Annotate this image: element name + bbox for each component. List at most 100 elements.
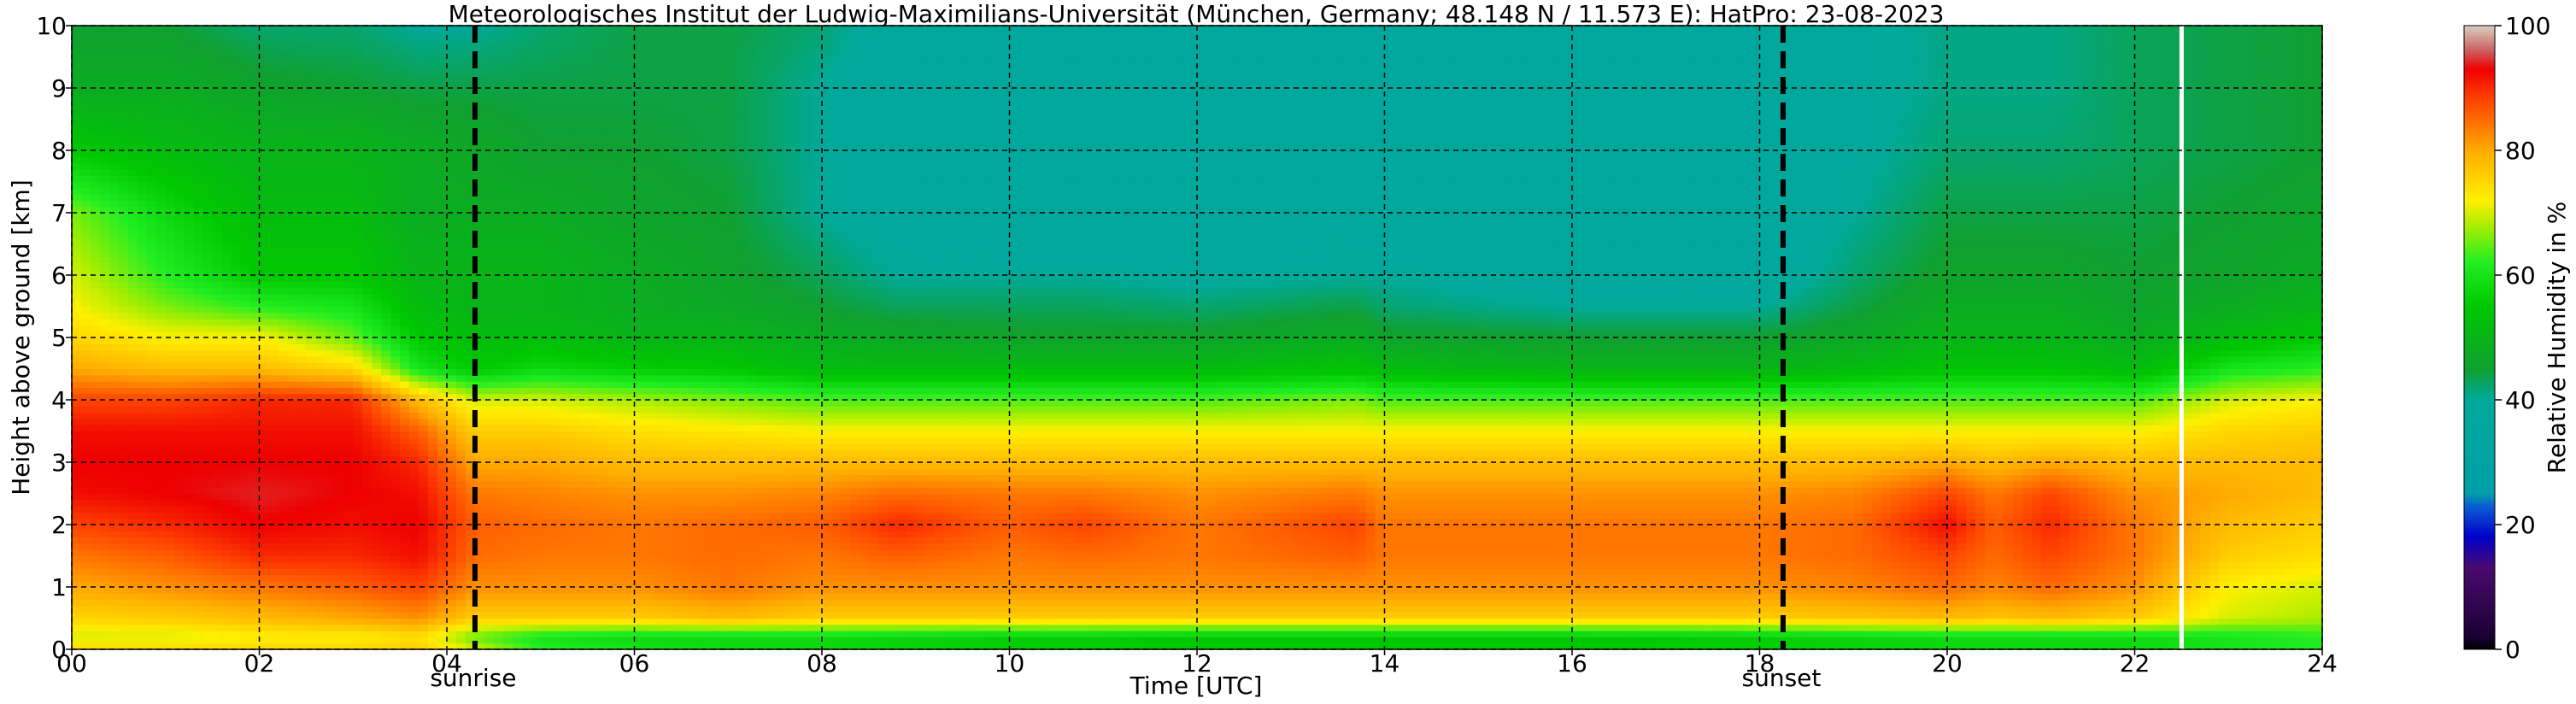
- heatmap-cell: [241, 44, 251, 51]
- heatmap-cell: [175, 419, 185, 425]
- heatmap-cell: [194, 587, 204, 594]
- heatmap-cell: [147, 419, 157, 425]
- heatmap-cell: [419, 506, 429, 513]
- heatmap-cell: [296, 325, 307, 331]
- heatmap-cell: [437, 425, 448, 431]
- heatmap-cell: [81, 525, 91, 531]
- heatmap-cell: [428, 300, 438, 307]
- heatmap-cell: [437, 593, 448, 600]
- heatmap-cell: [81, 406, 91, 413]
- heatmap-cell: [222, 219, 232, 226]
- heatmap-cell: [222, 593, 232, 600]
- heatmap-cell: [250, 350, 261, 357]
- heatmap-cell: [437, 200, 448, 207]
- heatmap-cell: [372, 543, 382, 550]
- heatmap-cell: [268, 531, 279, 537]
- heatmap-cell: [203, 525, 214, 531]
- heatmap-cell: [494, 562, 504, 569]
- heatmap-cell: [81, 487, 91, 494]
- heatmap-cell: [381, 531, 391, 537]
- heatmap-cell: [400, 606, 410, 613]
- heatmap-cell: [156, 369, 167, 376]
- heatmap-cell: [147, 381, 157, 388]
- heatmap-cell: [437, 350, 448, 357]
- heatmap-cell: [428, 281, 438, 288]
- heatmap-cell: [522, 69, 532, 76]
- heatmap-cell: [81, 107, 91, 114]
- heatmap-cell: [203, 419, 214, 425]
- heatmap-cell: [128, 587, 138, 594]
- heatmap-cell: [147, 57, 157, 64]
- heatmap-cell: [91, 75, 101, 82]
- heatmap-cell: [513, 275, 523, 282]
- heatmap-cell: [390, 549, 401, 556]
- heatmap-cell: [109, 549, 120, 556]
- heatmap-cell: [494, 75, 504, 82]
- heatmap-cell: [222, 126, 232, 132]
- heatmap-cell: [128, 619, 138, 625]
- heatmap-cell: [343, 362, 354, 369]
- heatmap-cell: [185, 262, 195, 269]
- heatmap-cell: [241, 437, 251, 444]
- heatmap-cell: [175, 494, 185, 501]
- heatmap-cell: [484, 562, 495, 569]
- heatmap-cell: [522, 132, 532, 138]
- heatmap-cell: [287, 337, 297, 344]
- heatmap-cell: [522, 449, 532, 456]
- heatmap-cell: [91, 375, 101, 382]
- heatmap-cell: [213, 556, 223, 563]
- heatmap-cell: [428, 619, 438, 625]
- heatmap-cell: [81, 319, 91, 326]
- heatmap-cell: [278, 487, 288, 494]
- heatmap-cell: [381, 38, 391, 45]
- heatmap-cell: [381, 413, 391, 419]
- heatmap-cell: [343, 537, 354, 544]
- heatmap-cell: [447, 319, 457, 326]
- heatmap-cell: [372, 375, 382, 382]
- heatmap-cell: [503, 75, 513, 82]
- heatmap-cell: [156, 238, 167, 244]
- heatmap-cell: [278, 188, 288, 195]
- heatmap-cell: [203, 319, 214, 326]
- heatmap-cell: [100, 182, 110, 189]
- heatmap-cell: [315, 356, 326, 363]
- heatmap-cell: [306, 413, 316, 419]
- heatmap-cell: [138, 437, 148, 444]
- heatmap-cell: [203, 431, 214, 438]
- heatmap-cell: [484, 500, 495, 507]
- heatmap-cell: [503, 256, 513, 263]
- heatmap-cell: [353, 69, 363, 76]
- heatmap-cell: [185, 307, 195, 314]
- heatmap-cell: [315, 57, 326, 64]
- heatmap-cell: [296, 574, 307, 581]
- heatmap-cell: [334, 487, 344, 494]
- heatmap-cell: [185, 525, 195, 531]
- heatmap-cell: [156, 94, 167, 101]
- heatmap-cell: [513, 531, 523, 537]
- heatmap-cell: [531, 50, 542, 57]
- heatmap-cell: [325, 369, 335, 376]
- heatmap-cell: [119, 606, 129, 613]
- heatmap-cell: [250, 182, 261, 189]
- heatmap-cell: [166, 294, 176, 301]
- heatmap-cell: [296, 556, 307, 563]
- heatmap-cell: [166, 238, 176, 244]
- heatmap-cell: [72, 431, 82, 438]
- heatmap-cell: [353, 593, 363, 600]
- heatmap-cell: [437, 562, 448, 569]
- heatmap-cell: [156, 262, 167, 269]
- heatmap-cell: [278, 462, 288, 469]
- heatmap-cell: [213, 244, 223, 251]
- heatmap-cell: [306, 425, 316, 431]
- heatmap-cell: [315, 101, 326, 108]
- heatmap-cell: [287, 619, 297, 625]
- heatmap-cell: [531, 88, 542, 95]
- heatmap-cell: [353, 120, 363, 126]
- heatmap-cell: [531, 631, 542, 637]
- heatmap-cell: [175, 281, 185, 288]
- heatmap-cell: [128, 494, 138, 501]
- heatmap-cell: [260, 313, 270, 320]
- heatmap-cell: [109, 468, 120, 475]
- heatmap-cell: [513, 250, 523, 257]
- heatmap-cell: [447, 194, 457, 201]
